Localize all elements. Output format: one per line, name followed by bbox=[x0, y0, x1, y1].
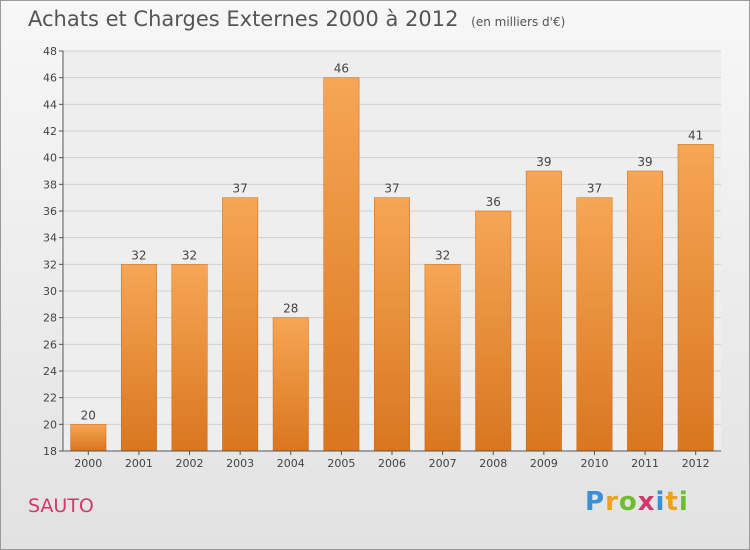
y-tick-label: 28 bbox=[43, 312, 57, 325]
brand-letter: i bbox=[678, 487, 689, 517]
x-tick-label: 2004 bbox=[277, 457, 305, 470]
chart-title-text: Achats et Charges Externes 2000 à 2012 bbox=[28, 7, 459, 31]
bar bbox=[272, 317, 309, 452]
x-tick-label: 2001 bbox=[125, 457, 153, 470]
chart-subtitle: (en milliers d'€) bbox=[471, 15, 566, 29]
brand-letter: o bbox=[618, 487, 638, 517]
bar bbox=[424, 264, 461, 452]
bar bbox=[475, 210, 512, 452]
x-tick-label: 2010 bbox=[580, 457, 608, 470]
bar-value-label: 36 bbox=[486, 195, 501, 209]
y-tick-label: 44 bbox=[43, 98, 57, 111]
x-tick-label: 2006 bbox=[378, 457, 406, 470]
x-tick-label: 2012 bbox=[682, 457, 710, 470]
brand-letter: P bbox=[585, 487, 606, 517]
bar-value-label: 37 bbox=[384, 182, 399, 196]
brand-logo: Proxiti bbox=[585, 487, 689, 517]
bar-value-label: 37 bbox=[587, 182, 602, 196]
brand-letter: r bbox=[605, 487, 619, 517]
brand-letter: x bbox=[637, 487, 656, 517]
bar bbox=[222, 197, 259, 452]
y-tick-label: 24 bbox=[43, 365, 57, 378]
y-tick-label: 22 bbox=[43, 392, 57, 405]
y-tick-label: 34 bbox=[43, 232, 57, 245]
bar bbox=[70, 424, 107, 452]
bar bbox=[323, 77, 360, 452]
y-tick-label: 30 bbox=[43, 285, 57, 298]
chart-title: Achats et Charges Externes 2000 à 2012 (… bbox=[28, 7, 565, 31]
bar bbox=[525, 170, 562, 452]
y-tick-label: 40 bbox=[43, 152, 57, 165]
bar bbox=[677, 144, 714, 452]
x-tick-label: 2002 bbox=[176, 457, 204, 470]
bar-value-label: 32 bbox=[182, 248, 197, 262]
x-tick-label: 2011 bbox=[631, 457, 659, 470]
y-tick-label: 36 bbox=[43, 205, 57, 218]
bar-value-label: 39 bbox=[536, 155, 551, 169]
x-tick-label: 2003 bbox=[226, 457, 254, 470]
y-tick-label: 42 bbox=[43, 125, 57, 138]
y-tick-label: 18 bbox=[43, 445, 57, 458]
y-tick-label: 46 bbox=[43, 72, 57, 85]
brand-letter: i bbox=[655, 487, 666, 517]
y-tick-label: 32 bbox=[43, 258, 57, 271]
bar-value-label: 32 bbox=[435, 248, 450, 262]
x-tick-label: 2000 bbox=[74, 457, 102, 470]
x-tick-label: 2005 bbox=[327, 457, 355, 470]
bar-value-label: 41 bbox=[688, 128, 703, 142]
x-tick-label: 2007 bbox=[429, 457, 457, 470]
x-tick-label: 2008 bbox=[479, 457, 507, 470]
bar-value-label: 32 bbox=[131, 248, 146, 262]
x-tick-label: 2009 bbox=[530, 457, 558, 470]
bar-value-label: 20 bbox=[81, 408, 96, 422]
y-tick-label: 48 bbox=[43, 45, 57, 58]
bar bbox=[171, 264, 208, 452]
commune-name: SAUTO bbox=[28, 495, 94, 517]
bar-value-label: 39 bbox=[637, 155, 652, 169]
y-tick-label: 26 bbox=[43, 338, 57, 351]
bar-value-label: 37 bbox=[233, 182, 248, 196]
y-tick-label: 38 bbox=[43, 178, 57, 191]
bar bbox=[627, 170, 664, 452]
bar-value-label: 46 bbox=[334, 62, 349, 76]
bar bbox=[374, 197, 410, 452]
bar bbox=[576, 197, 613, 452]
bar bbox=[120, 264, 157, 452]
bar-value-label: 28 bbox=[283, 302, 298, 316]
brand-letter: t bbox=[665, 487, 679, 517]
y-tick-label: 20 bbox=[43, 418, 57, 431]
